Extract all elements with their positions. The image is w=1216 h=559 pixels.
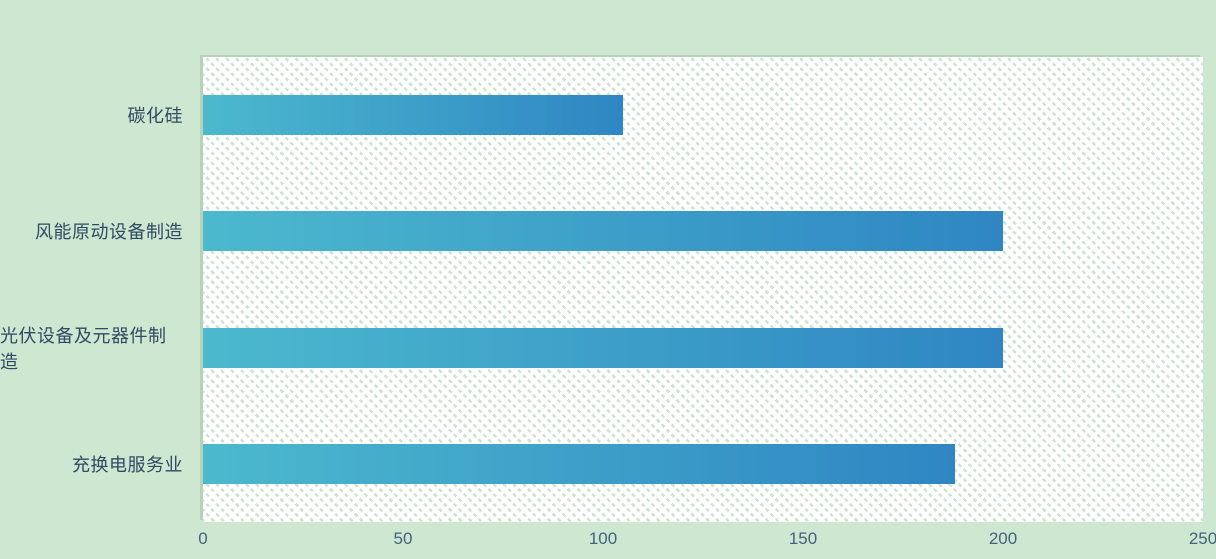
x-tick-0: 0 <box>198 529 208 548</box>
x-tick-50: 50 <box>393 529 413 548</box>
x-tick-150: 150 <box>788 529 818 548</box>
bar-1 <box>203 211 1003 252</box>
x-tick-100: 100 <box>588 529 618 548</box>
x-tick-250: 250 <box>1188 529 1216 548</box>
x-axis-tick-labels: 0 50 100 150 200 250 <box>198 529 1216 551</box>
category-label-1: 风能原动设备制造 <box>35 222 183 243</box>
y-axis-category-labels: 碳化硅风能原动设备制造光伏设备及元器件制造充换电服务业 <box>0 57 193 522</box>
bar-0 <box>203 95 623 136</box>
plot-area <box>203 57 1203 522</box>
bar-2 <box>203 327 1003 368</box>
category-label-0: 碳化硅 <box>127 106 183 127</box>
bar-3 <box>203 443 955 484</box>
x-tick-200: 200 <box>988 529 1018 548</box>
category-label-2: 光伏设备及元器件制造 <box>0 325 167 372</box>
category-label-3: 充换电服务业 <box>72 454 183 475</box>
